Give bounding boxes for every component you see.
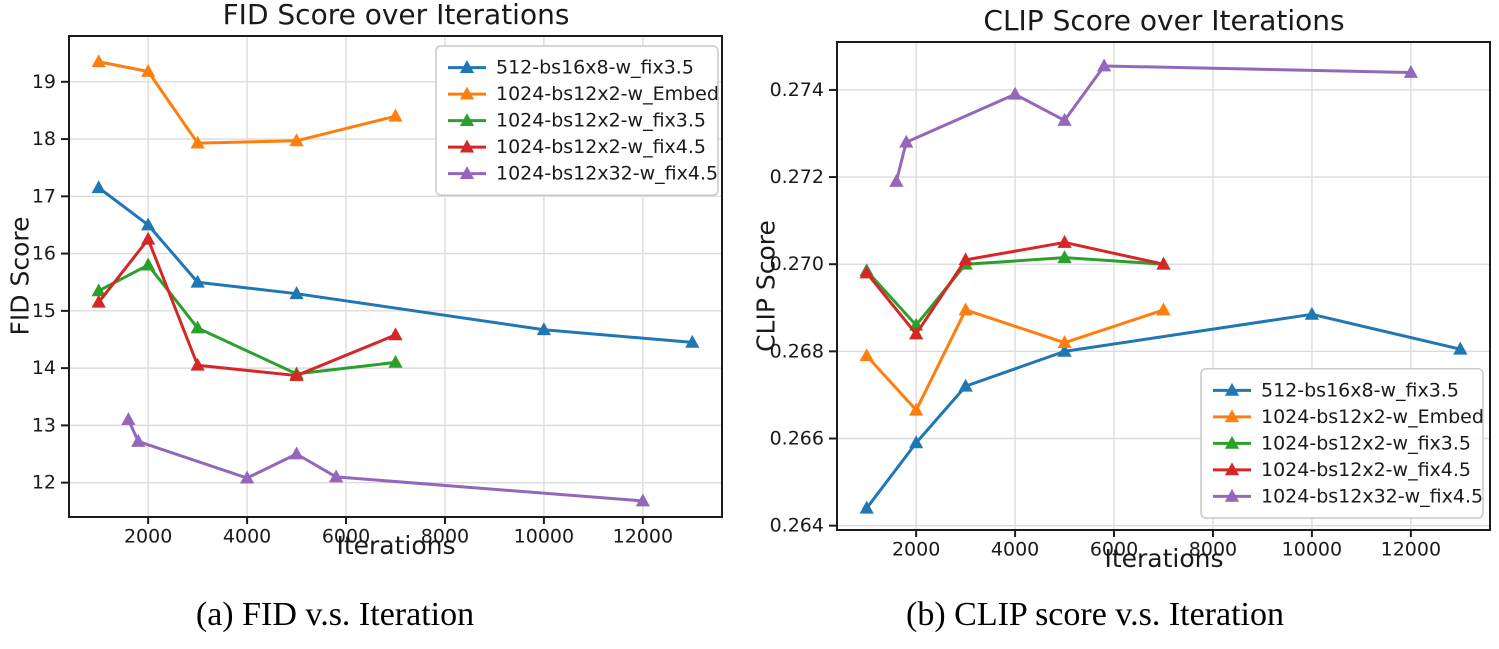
clip-y-axis-label: CLIP Score — [751, 220, 781, 352]
svg-text:512-bs16x8-w_fix3.5: 512-bs16x8-w_fix3.5 — [1261, 379, 1459, 401]
svg-text:17: 17 — [32, 185, 56, 207]
svg-text:1024-bs12x32-w_fix4.5: 1024-bs12x32-w_fix4.5 — [496, 163, 718, 185]
svg-text:4000: 4000 — [223, 526, 271, 548]
fid-y-axis-label: FID Score — [5, 216, 35, 336]
clip-x-axis-label: Iterations — [1104, 544, 1224, 573]
clip-chart: 2000 4000 6000 8000 10000 12000 0.264 0.266 0.26… — [770, 41, 1491, 561]
fid-chart-title: FID Score over Iterations — [222, 0, 570, 31]
svg-text:8000: 8000 — [421, 526, 469, 548]
svg-text:2000: 2000 — [124, 526, 172, 548]
svg-text:0.268: 0.268 — [770, 340, 824, 362]
svg-text:8000: 8000 — [1189, 539, 1237, 561]
caption-a: (a) FID v.s. Iteration — [195, 596, 475, 633]
svg-text:6000: 6000 — [1090, 539, 1138, 561]
svg-text:19: 19 — [32, 71, 56, 93]
svg-text:18: 18 — [32, 128, 56, 150]
svg-text:0.272: 0.272 — [770, 166, 824, 188]
svg-text:0.266: 0.266 — [770, 428, 824, 450]
svg-text:1024-bs12x2-w_Embed: 1024-bs12x2-w_Embed — [496, 83, 719, 105]
svg-text:13: 13 — [32, 414, 56, 436]
clip-legend: 512-bs16x8-w_fix3.5 1024-bs12x2-w_Embed 10… — [1200, 367, 1484, 519]
caption-b: (b) CLIP score v.s. Iteration — [906, 596, 1284, 633]
fid-legend: 512-bs16x8-w_fix3.5 1024-bs12x2-w_Embed 10… — [435, 45, 719, 197]
svg-text:1024-bs12x2-w_fix4.5: 1024-bs12x2-w_fix4.5 — [496, 136, 706, 158]
svg-text:1024-bs12x2-w_fix3.5: 1024-bs12x2-w_fix3.5 — [496, 110, 706, 132]
svg-text:10000: 10000 — [1282, 539, 1342, 561]
svg-text:16: 16 — [32, 243, 56, 265]
svg-text:12000: 12000 — [613, 526, 673, 548]
svg-text:1024-bs12x2-w_fix4.5: 1024-bs12x2-w_fix4.5 — [1261, 459, 1471, 481]
fid-x-axis-label: Iterations — [336, 531, 456, 560]
svg-text:0.274: 0.274 — [770, 79, 824, 101]
svg-text:1024-bs12x32-w_fix4.5: 1024-bs12x32-w_fix4.5 — [1261, 485, 1483, 507]
svg-text:1024-bs12x2-w_Embed: 1024-bs12x2-w_Embed — [1261, 406, 1484, 428]
svg-text:6000: 6000 — [322, 526, 370, 548]
fid-chart: 2000 4000 6000 8000 10000 12000 12 13 14 15 16 17 18… — [32, 35, 723, 548]
clip-chart-title: CLIP Score over Iterations — [983, 4, 1345, 37]
svg-text:14: 14 — [32, 357, 56, 379]
svg-text:4000: 4000 — [991, 539, 1039, 561]
svg-text:12: 12 — [32, 472, 56, 494]
svg-text:2000: 2000 — [892, 539, 940, 561]
svg-text:12000: 12000 — [1381, 539, 1441, 561]
svg-text:0.270: 0.270 — [770, 253, 824, 275]
svg-text:1024-bs12x2-w_fix3.5: 1024-bs12x2-w_fix3.5 — [1261, 432, 1471, 454]
svg-text:0.264: 0.264 — [770, 515, 824, 537]
svg-text:10000: 10000 — [514, 526, 574, 548]
svg-text:512-bs16x8-w_fix3.5: 512-bs16x8-w_fix3.5 — [496, 57, 694, 79]
svg-text:15: 15 — [32, 300, 56, 322]
